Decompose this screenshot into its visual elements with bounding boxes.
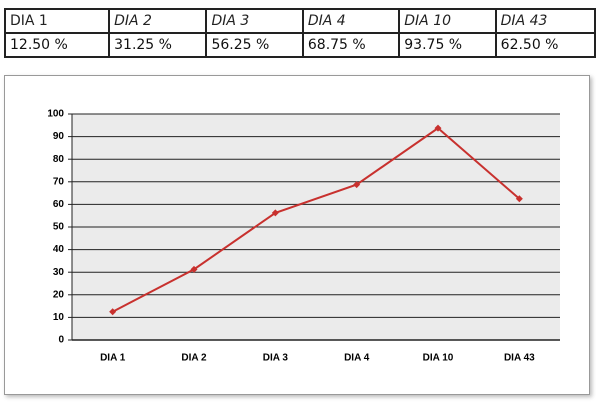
table-cell: DIA 43 [494,8,596,34]
y-tick-label: 10 [53,312,65,323]
point [515,195,523,203]
x-tick-label: DIA 1 [100,353,126,364]
table-cell: DIA 4 [301,8,401,34]
y-tick-label: 80 [53,154,65,165]
y-tick-label: 90 [53,131,65,142]
x-tick-label: DIA 3 [263,353,289,364]
x-tick-label: DIA 43 [504,353,535,364]
x-tick-label: DIA 2 [181,353,207,364]
table-cell: DIA 2 [108,8,208,34]
data-table: DIA 1 DIA 2 DIA 3 DIA 4 DIA 10 DIA 43 12.50 % 3… [3,8,596,58]
y-tick-label: 70 [53,176,65,187]
table-cell: 12.50 % [3,32,111,58]
y-tick-label: 40 [53,244,65,255]
point [271,209,279,217]
y-tick-label: 60 [53,199,65,210]
point [109,308,117,316]
y-tick-label: 20 [53,289,65,300]
table-cell: DIA 3 [205,8,304,34]
table-cell: 62.50 % [494,32,596,58]
table-cell: DIA 10 [398,8,497,34]
y-tick-label: 30 [53,267,65,278]
point [353,181,361,189]
table-cell: DIA 1 [3,8,111,34]
table-cell: 93.75 % [398,32,497,58]
x-tick-label: DIA 10 [423,353,454,364]
table-row: DIA 1 DIA 2 DIA 3 DIA 4 DIA 10 DIA 43 [3,8,596,34]
table-cell: 68.75 % [301,32,401,58]
point [434,124,442,132]
y-tick-label: 100 [47,109,64,120]
table-cell: 56.25 % [205,32,304,58]
chart-frame [4,75,590,395]
line [112,126,520,313]
y-tick-label: 50 [53,222,65,233]
table-cell: 31.25 % [108,32,208,58]
table-row: 12.50 % 31.25 % 56.25 % 68.75 % 93.75 % 62.50… [3,32,596,58]
y-tick-label: 0 [58,335,64,346]
x-tick-label: DIA 4 [344,353,370,364]
point [190,265,198,273]
